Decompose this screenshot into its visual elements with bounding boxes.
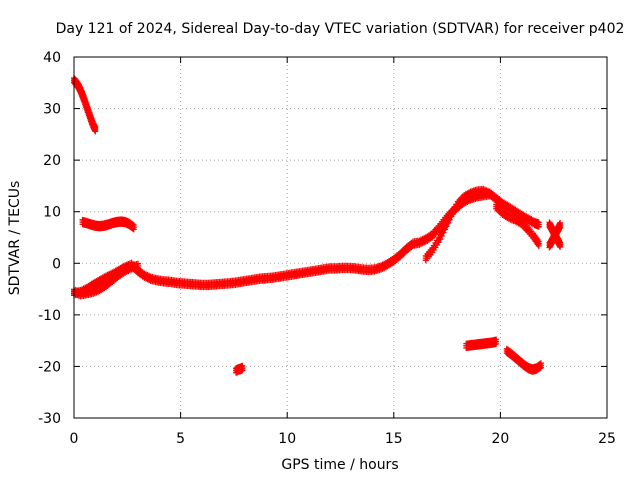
x-axis-title: GPS time / hours (281, 457, 398, 473)
y-tick-label: 10 (43, 205, 61, 221)
data-point (557, 224, 564, 231)
x-tick-label: 15 (385, 431, 403, 447)
y-tick-label: 30 (43, 102, 61, 118)
data-point (535, 223, 542, 230)
data-points (71, 75, 564, 376)
data-point (130, 226, 137, 233)
data-point (445, 219, 452, 226)
data-point (438, 232, 445, 239)
data-point (437, 236, 444, 243)
data-point (92, 128, 99, 135)
data-point (440, 229, 447, 236)
y-axis-title: SDTVAR / TECUs (7, 181, 23, 296)
data-point (446, 216, 453, 223)
data-series-track-5 (422, 185, 542, 264)
data-point (435, 239, 442, 246)
data-series-track-2 (79, 216, 137, 233)
data-point (443, 223, 450, 230)
x-tick-label: 0 (70, 431, 79, 447)
data-series-track-1 (71, 75, 99, 135)
x-tick-label: 5 (176, 431, 185, 447)
x-tick-label: 20 (491, 431, 509, 447)
x-tick-label: 25 (598, 431, 616, 447)
data-series-track-11 (233, 362, 246, 376)
data-point (493, 340, 500, 347)
y-tick-label: 0 (52, 256, 61, 272)
data-series-track-10 (503, 345, 544, 375)
y-tick-label: -20 (38, 359, 61, 375)
data-series-track-6 (493, 201, 542, 249)
plot-frame (73, 56, 608, 419)
data-point (536, 365, 543, 372)
data-point (535, 242, 542, 249)
y-tick-label: 40 (43, 50, 61, 66)
data-point (239, 367, 246, 374)
chart-title: Day 121 of 2024, Sidereal Day-to-day VTE… (56, 21, 625, 37)
data-series-track-9 (463, 336, 500, 351)
data-series-track-8 (546, 219, 564, 251)
data-series-track-4 (71, 188, 493, 299)
x-tick-label: 10 (278, 431, 296, 447)
data-point (441, 226, 448, 233)
y-tick-label: 20 (43, 153, 61, 169)
y-tick-label: -10 (38, 308, 61, 324)
data-point (557, 243, 564, 250)
y-tick-label: -30 (38, 411, 61, 427)
data-point (537, 364, 544, 371)
axis-ticks: 0 5 10 15 20 25 -30 -20 -10 0 10 20 30 40 (38, 50, 616, 447)
